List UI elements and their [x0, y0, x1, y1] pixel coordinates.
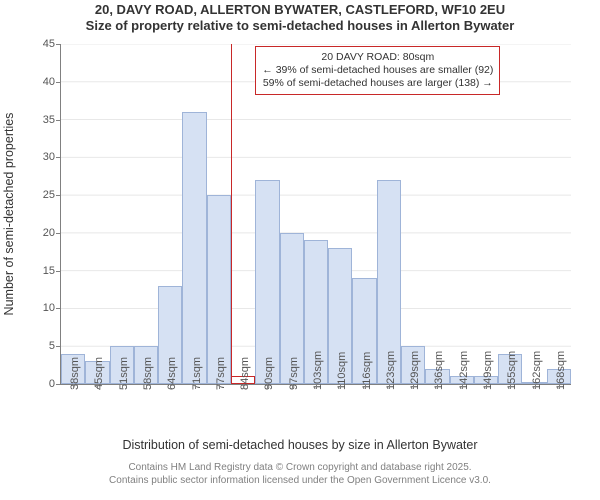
chart-title-block: 20, DAVY ROAD, ALLERTON BYWATER, CASTLEF… — [0, 2, 600, 35]
x-tick-label: 64sqm — [166, 357, 178, 390]
y-tick-mark — [56, 44, 61, 45]
x-tick-mark — [292, 384, 293, 389]
credits: Contains HM Land Registry data © Crown c… — [0, 462, 600, 487]
y-tick-mark — [56, 82, 61, 83]
x-tick-label: 51sqm — [118, 357, 130, 390]
info-box-line: ← 39% of semi-detached houses are smalle… — [262, 64, 493, 77]
histogram-plot: 20 DAVY ROAD: 80sqm← 39% of semi-detache… — [60, 44, 571, 385]
x-tick-mark — [146, 384, 147, 389]
x-tick-mark — [97, 384, 98, 389]
credits-line-1: Contains HM Land Registry data © Crown c… — [0, 462, 600, 475]
x-tick-label: 136sqm — [433, 351, 445, 390]
x-tick-label: 155sqm — [506, 351, 518, 390]
title-line-2: Size of property relative to semi-detach… — [0, 18, 600, 34]
y-tick-mark — [56, 271, 61, 272]
y-tick-label: 20 — [43, 227, 55, 239]
histogram-bar — [182, 112, 206, 384]
x-tick-label: 97sqm — [288, 357, 300, 390]
x-tick-label: 103sqm — [312, 351, 324, 390]
x-axis-label: Distribution of semi-detached houses by … — [0, 438, 600, 452]
x-tick-mark — [535, 384, 536, 389]
x-tick-mark — [437, 384, 438, 389]
y-tick-label: 0 — [49, 378, 55, 390]
x-tick-label: 58sqm — [142, 357, 154, 390]
x-tick-mark — [316, 384, 317, 389]
x-tick-mark — [73, 384, 74, 389]
x-tick-mark — [340, 384, 341, 389]
y-tick-label: 15 — [43, 265, 55, 277]
x-tick-mark — [267, 384, 268, 389]
y-tick-mark — [56, 233, 61, 234]
y-tick-label: 5 — [49, 340, 55, 352]
y-tick-mark — [56, 120, 61, 121]
x-tick-mark — [462, 384, 463, 389]
x-tick-mark — [243, 384, 244, 389]
x-tick-label: 84sqm — [239, 357, 251, 390]
y-axis-label: Number of semi-detached properties — [2, 64, 16, 364]
y-tick-label: 10 — [43, 302, 55, 314]
y-tick-label: 45 — [43, 38, 55, 50]
x-tick-label: 71sqm — [191, 357, 203, 390]
x-tick-label: 123sqm — [385, 351, 397, 390]
x-tick-mark — [413, 384, 414, 389]
x-tick-mark — [122, 384, 123, 389]
y-tick-mark — [56, 346, 61, 347]
y-tick-mark — [56, 384, 61, 385]
reference-line — [231, 44, 232, 384]
y-tick-label: 35 — [43, 114, 55, 126]
x-tick-label: 116sqm — [361, 352, 373, 390]
x-tick-label: 110sqm — [336, 352, 348, 390]
x-tick-mark — [486, 384, 487, 389]
x-tick-label: 90sqm — [263, 357, 275, 390]
y-tick-mark — [56, 157, 61, 158]
x-tick-label: 168sqm — [555, 351, 567, 390]
x-tick-mark — [510, 384, 511, 389]
x-tick-mark — [389, 384, 390, 389]
credits-line-2: Contains public sector information licen… — [0, 475, 600, 488]
info-box: 20 DAVY ROAD: 80sqm← 39% of semi-detache… — [255, 46, 500, 95]
info-box-line: 20 DAVY ROAD: 80sqm — [262, 51, 493, 64]
x-tick-label: 129sqm — [409, 351, 421, 390]
y-tick-label: 40 — [43, 76, 55, 88]
y-tick-mark — [56, 308, 61, 309]
x-tick-mark — [219, 384, 220, 389]
x-tick-mark — [365, 384, 366, 389]
x-tick-mark — [195, 384, 196, 389]
y-tick-label: 25 — [43, 189, 55, 201]
x-tick-label: 77sqm — [215, 357, 227, 390]
x-tick-label: 162sqm — [531, 351, 543, 390]
x-tick-label: 45sqm — [93, 357, 105, 390]
x-tick-label: 38sqm — [69, 357, 81, 390]
x-tick-label: 149sqm — [482, 351, 494, 390]
histogram-bar — [255, 180, 279, 384]
x-tick-mark — [559, 384, 560, 389]
y-tick-label: 30 — [43, 151, 55, 163]
y-tick-mark — [56, 195, 61, 196]
histogram-bar — [207, 195, 231, 384]
x-tick-label: 142sqm — [458, 351, 470, 390]
title-line-1: 20, DAVY ROAD, ALLERTON BYWATER, CASTLEF… — [0, 2, 600, 18]
info-box-line: 59% of semi-detached houses are larger (… — [262, 77, 493, 90]
x-tick-mark — [170, 384, 171, 389]
